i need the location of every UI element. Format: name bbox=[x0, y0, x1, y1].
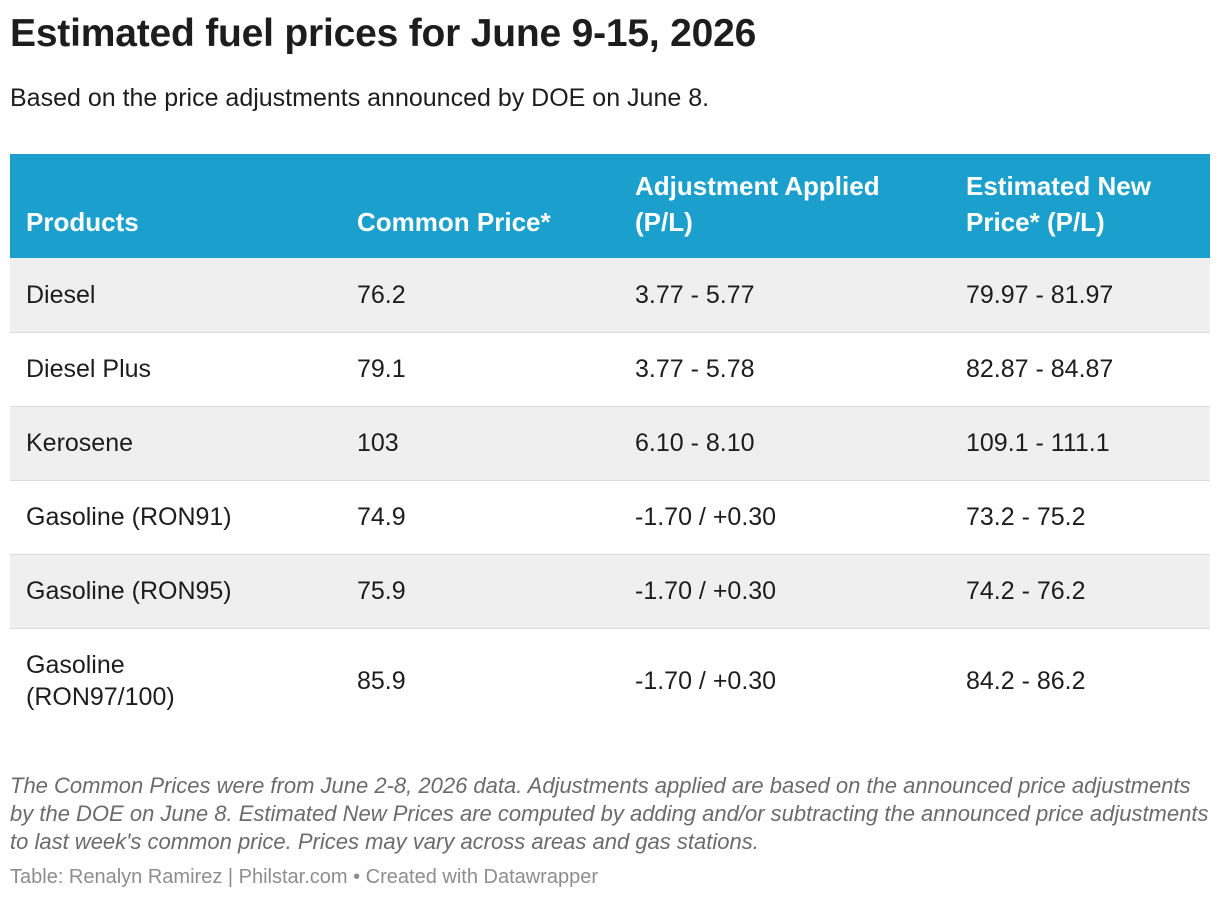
cell-adjustment: -1.70 / +0.30 bbox=[635, 577, 777, 605]
column-header-common-price: Common Price* bbox=[357, 207, 551, 237]
table-row: Kerosene 103 6.10 - 8.10 109.1 - 111.1 bbox=[10, 406, 1210, 480]
source-credit: Table: Renalyn Ramirez | Philstar.com • … bbox=[10, 866, 598, 888]
table-row: Diesel 76.2 3.77 - 5.77 79.97 - 81.97 bbox=[10, 258, 1210, 332]
table-row: Gasoline (RON95) 75.9 -1.70 / +0.30 74.2… bbox=[10, 554, 1210, 628]
cell-common-price: 75.9 bbox=[357, 577, 406, 605]
column-header-adjustment: Adjustment Applied (P/L) bbox=[635, 171, 880, 237]
table-notes: The Common Prices were from June 2-8, 20… bbox=[10, 773, 1209, 854]
cell-product: Gasoline (RON95) bbox=[26, 577, 232, 605]
fuel-price-table: Products Common Price* Adjustment Applie… bbox=[10, 154, 1210, 734]
cell-product: Gasoline (RON91) bbox=[26, 503, 232, 531]
table-row: Gasoline (RON97/100) 85.9 -1.70 / +0.30 … bbox=[10, 628, 1210, 734]
cell-estimated-price: 109.1 - 111.1 bbox=[966, 429, 1110, 457]
chart-subtitle: Based on the price adjustments announced… bbox=[10, 84, 710, 112]
cell-adjustment: -1.70 / +0.30 bbox=[635, 503, 777, 531]
table-header-row: Products Common Price* Adjustment Applie… bbox=[10, 154, 1210, 258]
cell-adjustment: 3.77 - 5.78 bbox=[635, 355, 755, 383]
cell-adjustment: 3.77 - 5.77 bbox=[635, 280, 755, 309]
cell-product: Kerosene bbox=[26, 429, 134, 457]
cell-adjustment: -1.70 / +0.30 bbox=[635, 667, 777, 696]
column-header-products: Products bbox=[26, 207, 139, 237]
cell-estimated-price: 82.87 - 84.87 bbox=[966, 355, 1114, 383]
cell-estimated-price: 74.2 - 76.2 bbox=[966, 577, 1086, 605]
cell-common-price: 103 bbox=[357, 429, 399, 457]
chart-title: Estimated fuel prices for June 9-15, 202… bbox=[10, 12, 757, 55]
cell-estimated-price: 73.2 - 75.2 bbox=[966, 503, 1086, 531]
cell-product: Diesel Plus bbox=[26, 355, 152, 383]
cell-estimated-price: 84.2 - 86.2 bbox=[966, 667, 1086, 696]
cell-adjustment: 6.10 - 8.10 bbox=[635, 429, 755, 457]
cell-product: Gasoline (RON97/100) bbox=[26, 651, 175, 712]
cell-common-price: 85.9 bbox=[357, 667, 406, 696]
cell-common-price: 74.9 bbox=[357, 503, 406, 531]
cell-common-price: 76.2 bbox=[357, 280, 406, 309]
column-header-estimated-price: Estimated New Price* (P/L) bbox=[966, 171, 1151, 237]
table-row: Gasoline (RON91) 74.9 -1.70 / +0.30 73.2… bbox=[10, 480, 1210, 554]
cell-common-price: 79.1 bbox=[357, 355, 406, 383]
cell-product: Diesel bbox=[26, 280, 96, 309]
table-row: Diesel Plus 79.1 3.77 - 5.78 82.87 - 84.… bbox=[10, 332, 1210, 406]
cell-estimated-price: 79.97 - 81.97 bbox=[966, 280, 1114, 309]
